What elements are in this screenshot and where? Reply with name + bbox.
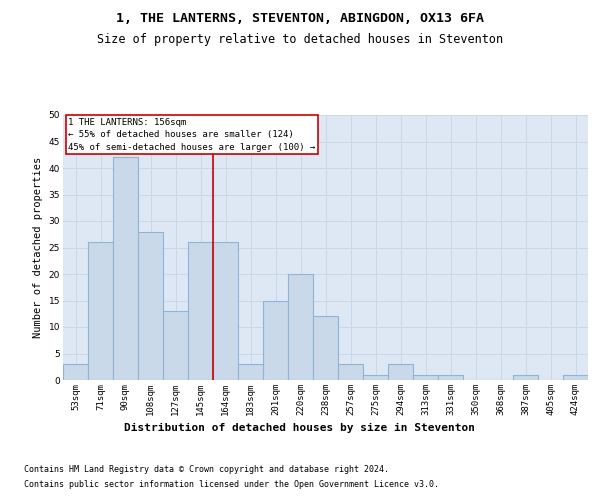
Bar	[263, 300, 288, 380]
Bar	[563, 374, 588, 380]
Bar	[388, 364, 413, 380]
Bar	[438, 374, 463, 380]
Bar	[413, 374, 438, 380]
Text: Contains public sector information licensed under the Open Government Licence v3: Contains public sector information licen…	[24, 480, 439, 489]
Bar	[113, 158, 138, 380]
Text: Size of property relative to detached houses in Steventon: Size of property relative to detached ho…	[97, 32, 503, 46]
Text: Distribution of detached houses by size in Steventon: Distribution of detached houses by size …	[125, 422, 476, 432]
Bar	[88, 242, 113, 380]
Bar	[363, 374, 388, 380]
Bar	[213, 242, 238, 380]
Bar	[313, 316, 338, 380]
Bar	[188, 242, 213, 380]
Text: 1, THE LANTERNS, STEVENTON, ABINGDON, OX13 6FA: 1, THE LANTERNS, STEVENTON, ABINGDON, OX…	[116, 12, 484, 26]
Bar	[513, 374, 538, 380]
Text: Contains HM Land Registry data © Crown copyright and database right 2024.: Contains HM Land Registry data © Crown c…	[24, 465, 389, 474]
Bar	[338, 364, 363, 380]
Bar	[238, 364, 263, 380]
Bar	[288, 274, 313, 380]
Bar	[138, 232, 163, 380]
Text: 1 THE LANTERNS: 156sqm
← 55% of detached houses are smaller (124)
45% of semi-de: 1 THE LANTERNS: 156sqm ← 55% of detached…	[68, 118, 316, 152]
Y-axis label: Number of detached properties: Number of detached properties	[33, 157, 43, 338]
Bar	[163, 311, 188, 380]
Bar	[63, 364, 88, 380]
